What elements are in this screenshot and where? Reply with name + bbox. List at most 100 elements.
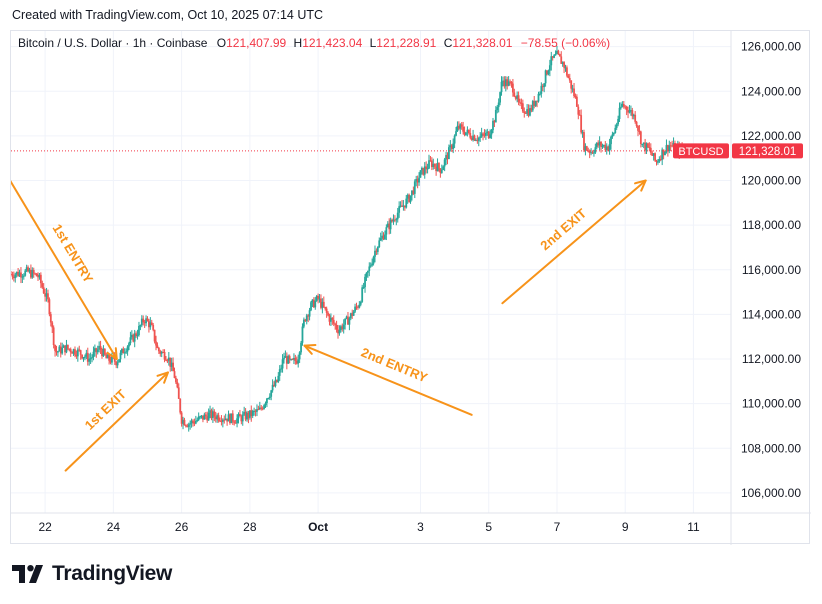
candle-body [175, 377, 177, 383]
candle-body [408, 194, 411, 202]
candle-body [429, 160, 432, 162]
chart-canvas[interactable]: 1st ENTRY 1st EXIT 2nd ENTRY 2nd EXIT 106,0… [11, 31, 811, 545]
candle-body [85, 352, 88, 357]
candle-body [611, 134, 614, 137]
time-tick-label: 28 [243, 520, 257, 534]
candle-body [140, 318, 143, 326]
candle-body [384, 234, 386, 240]
candle-body [639, 131, 642, 145]
candle-body [176, 382, 179, 388]
candle-body [12, 276, 15, 279]
time-axis[interactable]: 22 24 26 28 Oct 3 5 7 9 11 [11, 512, 811, 534]
candle-body [146, 318, 149, 322]
candle-body [121, 348, 123, 353]
candle-body [341, 326, 344, 330]
candle-body [210, 410, 213, 418]
candle-body [47, 293, 49, 300]
price-axis[interactable]: 106,000.00 108,000.00 110,000.00 112,000.00… [730, 31, 801, 545]
candle-body [496, 107, 499, 110]
candle-body [567, 75, 570, 78]
candle-body [382, 235, 385, 240]
candle-body [321, 301, 324, 308]
candle-body [412, 190, 415, 194]
candle-body [602, 144, 605, 146]
tag-symbol-text: BTCUSD [678, 146, 723, 158]
candle-body [196, 419, 199, 421]
candle-body [51, 322, 54, 328]
candle-body [365, 272, 368, 277]
candle-body [207, 412, 210, 421]
candle-body [563, 62, 565, 68]
candle-body [251, 410, 254, 417]
candle-body [624, 106, 627, 108]
annotation-label: 1st ENTRY [50, 221, 97, 286]
candle-body [170, 362, 173, 367]
candle-body [654, 153, 656, 161]
candle-body [58, 346, 61, 352]
candle-body [21, 276, 24, 278]
candle-body [368, 266, 371, 271]
annotation-label: 2nd EXIT [537, 206, 589, 254]
candle-body [190, 420, 193, 424]
candle-body [574, 96, 577, 98]
candle-body [258, 407, 261, 410]
candle-body [499, 92, 501, 103]
candle-body [510, 82, 513, 84]
created-with-note: Created with TradingView.com, Oct 10, 20… [12, 8, 324, 22]
candle-body [652, 153, 655, 156]
candle-body [65, 344, 68, 353]
candle-body [483, 134, 486, 136]
candle-body [610, 136, 612, 145]
candle-body [642, 142, 645, 144]
candle-body [128, 343, 130, 347]
candle-body [312, 299, 315, 308]
candle-body [166, 360, 169, 362]
candle-body [59, 346, 62, 354]
tag-price-text: 121,328.01 [739, 146, 797, 158]
candle-body [399, 205, 402, 207]
candle-body [649, 147, 652, 153]
candle-body [655, 160, 658, 162]
candle-body [139, 325, 142, 327]
candle-body [435, 166, 438, 172]
candle-body [34, 273, 37, 275]
candle-body [28, 269, 31, 272]
annotation-arrow-head [156, 371, 169, 384]
candle-body [183, 419, 186, 426]
open-label: O [217, 36, 226, 50]
tradingview-logo[interactable]: TradingView [12, 562, 172, 586]
candle-body [61, 347, 64, 354]
candle-body [550, 56, 553, 66]
ohlc-legend: Bitcoin / U.S. Dollar · 1h · Coinbase O1… [18, 36, 610, 50]
candle-body [627, 109, 629, 113]
candle-layer [11, 45, 683, 432]
candle-body [129, 337, 132, 344]
candle-body [274, 379, 277, 387]
time-tick-label: 22 [38, 520, 52, 534]
candle-body [456, 125, 459, 132]
candle-body [189, 423, 192, 425]
candle-body [617, 119, 620, 125]
tradingview-logo-icon [12, 565, 43, 583]
candle-body [133, 333, 136, 342]
candle-body [45, 293, 48, 297]
candle-body [442, 166, 445, 171]
annotation-arrow-shaft [303, 344, 473, 416]
candle-body [18, 272, 21, 276]
candle-body [493, 120, 496, 123]
grid-layer [11, 31, 731, 513]
chart-frame[interactable]: 1st ENTRY 1st EXIT 2nd ENTRY 2nd EXIT 106,0… [10, 30, 811, 545]
symbol-label[interactable]: Bitcoin / U.S. Dollar · 1h · Coinbase [18, 36, 208, 50]
candle-body [651, 152, 654, 156]
candle-body [386, 223, 389, 228]
candle-body [443, 159, 446, 167]
candle-body [411, 190, 413, 196]
candle-body [283, 357, 285, 360]
candle-body [398, 206, 401, 213]
candle-body [436, 163, 439, 172]
candle-body [489, 134, 492, 138]
candle-body [520, 102, 523, 104]
candle-body [172, 362, 174, 372]
candle-body [311, 299, 314, 303]
candle-body [620, 106, 622, 108]
